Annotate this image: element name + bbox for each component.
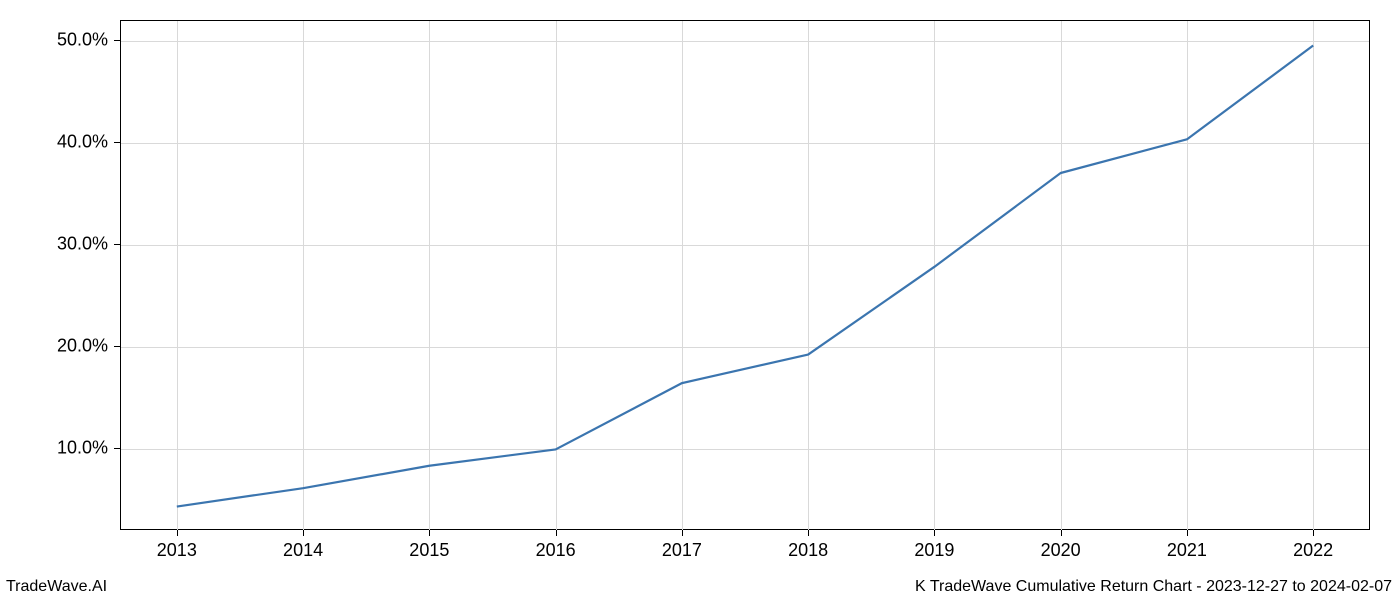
x-tick-label: 2014 [283,540,323,561]
x-tick-label: 2016 [536,540,576,561]
y-tick-label: 20.0% [57,336,108,357]
y-tick-label: 50.0% [57,30,108,51]
footer-left-text: TradeWave.AI [6,578,107,596]
y-tick-label: 30.0% [57,234,108,255]
x-tick [177,530,178,536]
x-tick [556,530,557,536]
x-tick [303,530,304,536]
series-cumulative_return [177,46,1313,507]
y-tick [114,40,120,41]
x-tick [682,530,683,536]
x-tick-label: 2015 [409,540,449,561]
y-tick [114,448,120,449]
y-tick [114,142,120,143]
x-tick [1187,530,1188,536]
x-tick [1061,530,1062,536]
footer-right-text: K TradeWave Cumulative Return Chart - 20… [915,578,1392,596]
y-tick-label: 10.0% [57,438,108,459]
x-tick-label: 2021 [1167,540,1207,561]
x-tick [1313,530,1314,536]
y-tick-label: 40.0% [57,132,108,153]
cumulative-return-chart: TradeWave.AI K TradeWave Cumulative Retu… [0,0,1400,600]
x-tick-label: 2013 [157,540,197,561]
y-tick [114,244,120,245]
x-tick [934,530,935,536]
x-tick [429,530,430,536]
x-tick-label: 2020 [1041,540,1081,561]
x-tick-label: 2017 [662,540,702,561]
x-tick [808,530,809,536]
x-tick-label: 2018 [788,540,828,561]
y-tick [114,346,120,347]
line-series [0,0,1400,600]
x-tick-label: 2022 [1293,540,1333,561]
x-tick-label: 2019 [914,540,954,561]
